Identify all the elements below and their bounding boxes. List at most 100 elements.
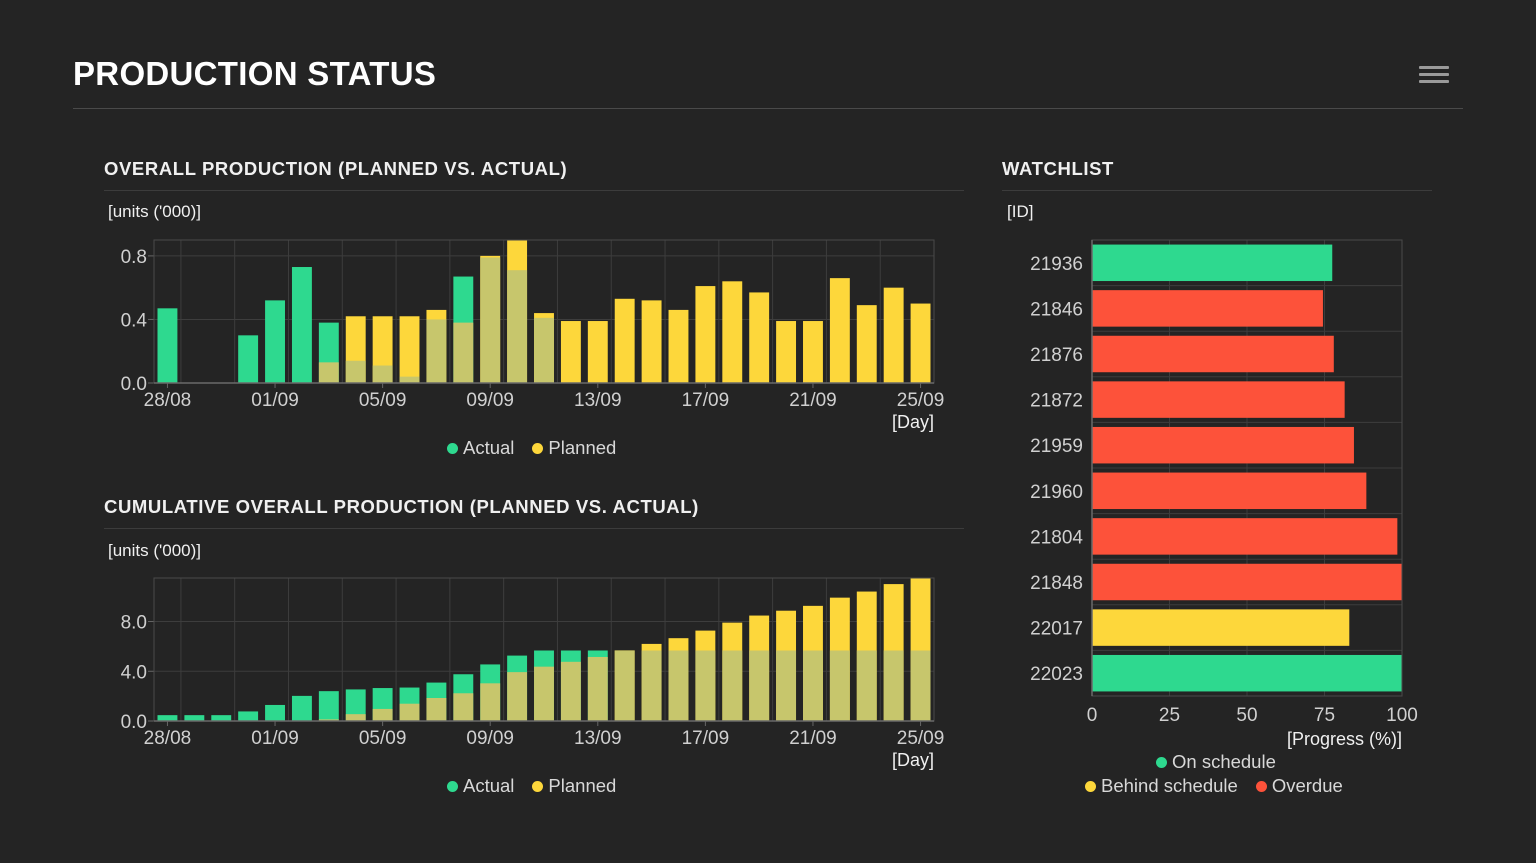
bar-overlap-11/09 bbox=[534, 317, 554, 383]
actual-dot-icon bbox=[447, 443, 458, 454]
legend-item-planned[interactable]: Planned bbox=[532, 775, 616, 797]
behind-dot-icon bbox=[1085, 781, 1096, 792]
bar-overlap-11/09 bbox=[534, 666, 554, 721]
bar-day-31/08 bbox=[238, 711, 259, 721]
x-tick-label: 0 bbox=[1087, 705, 1098, 726]
bar-21848 bbox=[1092, 563, 1402, 601]
bar-day-03/09 bbox=[318, 691, 339, 721]
x-tick-label: 50 bbox=[1236, 705, 1257, 726]
bar-overlap-16/09 bbox=[668, 650, 689, 721]
cumulative-unit-label: [units ('000)] bbox=[108, 541, 202, 560]
bar-day-17/09 bbox=[695, 286, 716, 383]
bar-day-19/09 bbox=[749, 292, 770, 383]
bar-day-15/09 bbox=[641, 300, 662, 383]
bar-day-25/09 bbox=[910, 303, 931, 383]
bar-21936 bbox=[1092, 244, 1333, 282]
overall-legend: Actual Planned bbox=[447, 437, 616, 459]
x-tick-label: 21/09 bbox=[789, 390, 837, 411]
x-tick-label: 25/09 bbox=[897, 728, 945, 749]
hamburger-menu-icon[interactable] bbox=[1419, 66, 1449, 88]
overall-unit-label: [units ('000)] bbox=[108, 202, 202, 221]
bar-21846 bbox=[1092, 290, 1323, 327]
cumulative-chart-title: CUMULATIVE OVERALL PRODUCTION (PLANNED V… bbox=[104, 496, 964, 529]
bar-overlap-25/09 bbox=[910, 650, 931, 721]
watchlist-title: WATCHLIST bbox=[1002, 158, 1432, 191]
bar-overlap-04/09 bbox=[345, 360, 366, 383]
x-tick-label: 17/09 bbox=[682, 390, 730, 411]
y-tick-label: 21936 bbox=[1030, 254, 1083, 275]
legend-label: Planned bbox=[548, 775, 617, 796]
bar-day-14/09 bbox=[614, 298, 635, 383]
y-tick-label: 8.0 bbox=[121, 613, 147, 634]
y-tick-label: 0.4 bbox=[121, 310, 148, 331]
bar-overlap-06/09 bbox=[399, 703, 420, 721]
bar-overlap-22/09 bbox=[829, 650, 850, 721]
bar-overlap-10/09 bbox=[507, 270, 528, 383]
legend-label: On schedule bbox=[1172, 751, 1276, 772]
legend-label: Actual bbox=[463, 437, 515, 458]
bar-22017 bbox=[1092, 609, 1350, 646]
bar-day-29/08 bbox=[184, 715, 205, 721]
y-tick-label: 0.0 bbox=[121, 374, 147, 395]
bar-overlap-03/09 bbox=[318, 362, 339, 383]
x-tick-label: 13/09 bbox=[574, 390, 622, 411]
bar-day-06/09 bbox=[399, 316, 420, 383]
y-tick-label: 21872 bbox=[1030, 391, 1083, 412]
legend-item-behind-schedule[interactable]: Behind schedule bbox=[1085, 775, 1238, 797]
x-tick-label: 05/09 bbox=[359, 728, 407, 749]
legend-item-planned[interactable]: Planned bbox=[532, 437, 616, 459]
bar-day-16/09 bbox=[668, 309, 689, 383]
bar-overlap-04/09 bbox=[345, 714, 366, 721]
legend-item-actual[interactable]: Actual bbox=[447, 775, 514, 797]
legend-item-on-schedule[interactable]: On schedule bbox=[1156, 751, 1276, 773]
bar-day-01/09 bbox=[265, 704, 285, 721]
bar-overlap-18/09 bbox=[722, 650, 743, 721]
bar-overlap-08/09 bbox=[453, 322, 474, 383]
x-tick-label: 25 bbox=[1159, 705, 1180, 726]
legend-item-actual[interactable]: Actual bbox=[447, 437, 514, 459]
bar-overlap-07/09 bbox=[426, 697, 447, 721]
y-tick-label: 4.0 bbox=[121, 662, 147, 683]
bar-overlap-13/09 bbox=[587, 656, 608, 721]
y-tick-label: 21846 bbox=[1030, 299, 1083, 320]
overdue-dot-icon bbox=[1255, 781, 1267, 792]
x-tick-label: 09/09 bbox=[466, 390, 514, 411]
x-tick-label: 28/08 bbox=[144, 728, 192, 749]
bar-day-02/09 bbox=[291, 267, 312, 383]
bar-21876 bbox=[1092, 335, 1334, 373]
x-axis-title: [Day] bbox=[892, 750, 934, 770]
y-tick-label: 21804 bbox=[1030, 527, 1083, 548]
cumulative-legend: Actual Planned bbox=[447, 775, 616, 797]
bar-day-28/08 bbox=[157, 715, 178, 721]
bar-overlap-09/09 bbox=[480, 257, 501, 383]
page-title: PRODUCTION STATUS bbox=[73, 55, 437, 92]
actual-dot-icon bbox=[447, 781, 458, 792]
bar-overlap-05/09 bbox=[372, 708, 393, 721]
planned-dot-icon bbox=[532, 781, 544, 792]
bar-day-30/08 bbox=[211, 715, 232, 721]
x-axis-title: [Progress (%)] bbox=[1287, 729, 1402, 749]
y-tick-label: 0.0 bbox=[121, 712, 147, 733]
bar-day-28/08 bbox=[157, 308, 178, 383]
bar-day-02/09 bbox=[291, 695, 312, 721]
y-tick-label: 22023 bbox=[1030, 664, 1083, 685]
bar-overlap-08/09 bbox=[453, 693, 474, 721]
bar-overlap-06/09 bbox=[399, 376, 420, 383]
y-tick-label: 21960 bbox=[1030, 482, 1083, 503]
legend-label: Behind schedule bbox=[1101, 775, 1238, 796]
bar-day-21/09 bbox=[803, 321, 823, 383]
y-tick-label: 22017 bbox=[1030, 619, 1083, 640]
bar-overlap-12/09 bbox=[560, 661, 581, 721]
bar-day-18/09 bbox=[722, 281, 743, 383]
legend-label: Actual bbox=[463, 775, 515, 796]
bar-22023 bbox=[1092, 654, 1402, 692]
legend-label: Planned bbox=[548, 437, 617, 458]
bar-day-31/08 bbox=[238, 335, 259, 383]
bar-overlap-20/09 bbox=[776, 650, 797, 721]
x-tick-label: 05/09 bbox=[359, 390, 407, 411]
legend-item-overdue[interactable]: Overdue bbox=[1255, 775, 1343, 797]
bar-overlap-05/09 bbox=[372, 365, 393, 383]
bar-overlap-19/09 bbox=[749, 650, 770, 721]
